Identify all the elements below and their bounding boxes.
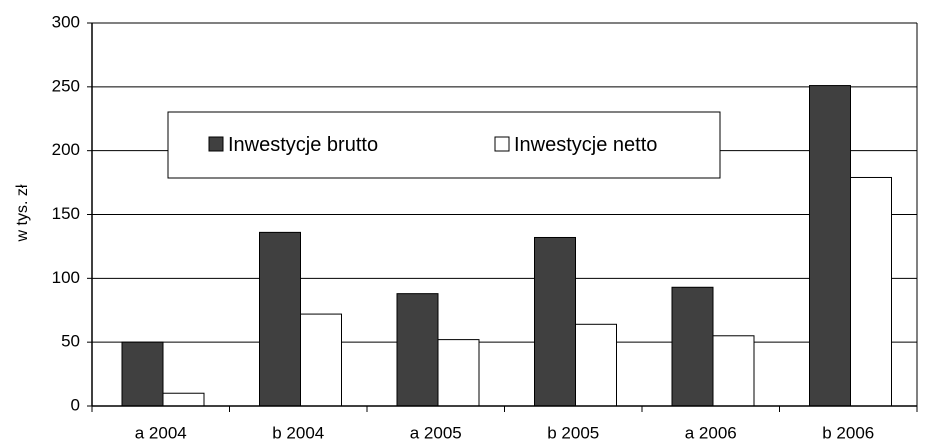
y-tick-label: 50 (61, 332, 80, 351)
bar-netto (300, 313, 342, 407)
bar-brutto (671, 286, 714, 407)
legend: Inwestycje brutto Inwestycje netto (167, 111, 721, 179)
y-tick-label: 200 (52, 140, 80, 159)
y-tick-label: 150 (52, 204, 80, 223)
gridlines (92, 22, 917, 343)
bar-brutto (121, 341, 164, 407)
legend-swatch-brutto (208, 136, 224, 152)
x-tick-label: b 2004 (272, 423, 324, 442)
x-tick-label: a 2006 (685, 423, 737, 442)
y-tick-label: 0 (71, 395, 80, 414)
bar-netto (712, 335, 755, 407)
legend-label-netto: Inwestycje netto (514, 134, 657, 156)
y-tick-label: 300 (52, 12, 80, 31)
axes (87, 22, 918, 412)
legend-swatch-netto (494, 136, 510, 152)
y-axis-label: w tys. zł (14, 184, 31, 242)
bar-netto (162, 392, 205, 407)
axis-labels: 0 50 100 150 200 250 300 a 2004 b 2004 a 2005 b 20… (52, 12, 875, 442)
bar-brutto (259, 231, 301, 407)
bar-brutto (396, 293, 439, 407)
x-tick-label: b 2006 (822, 423, 874, 442)
bar-brutto (809, 85, 851, 407)
bar-netto (575, 323, 617, 407)
x-tick-label: a 2004 (135, 423, 187, 442)
bar-netto (850, 176, 892, 407)
legend-label-brutto: Inwestycje brutto (228, 134, 378, 156)
bars (121, 85, 892, 407)
legend-box (167, 111, 721, 179)
x-tick-label: a 2005 (410, 423, 462, 442)
y-tick-label: 100 (52, 268, 80, 287)
y-tick-label: 250 (52, 76, 80, 95)
bar-brutto (534, 236, 576, 407)
x-tick-label: b 2005 (547, 423, 599, 442)
bar-netto (437, 339, 480, 407)
